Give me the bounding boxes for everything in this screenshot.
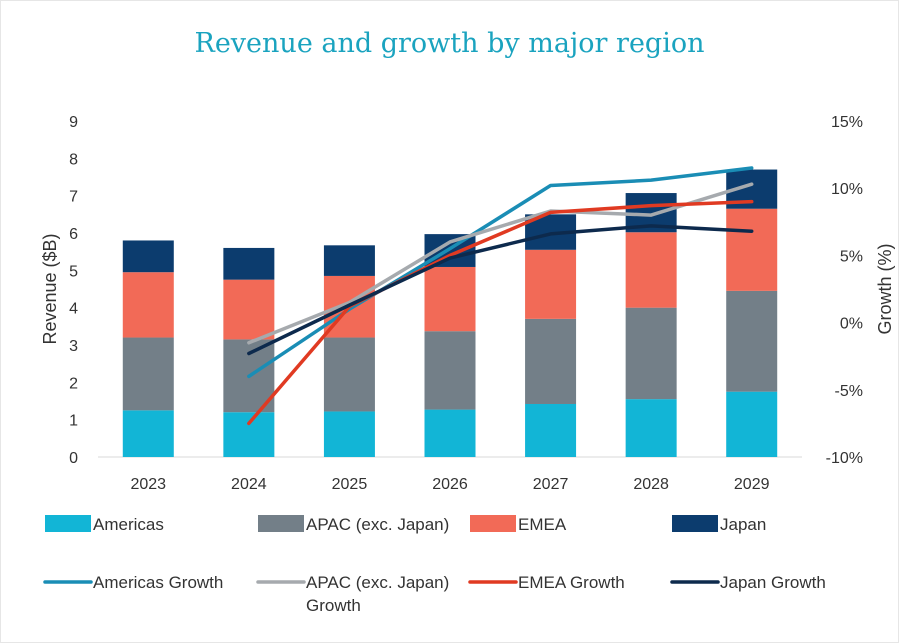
- y-tick-label: 8: [69, 151, 78, 168]
- bar-americas-2023: [122, 410, 174, 457]
- y-tick-label: 2: [69, 375, 78, 392]
- y-tick-label: 6: [69, 226, 78, 243]
- legend-label: EMEA: [518, 515, 567, 534]
- x-axis-ticks: 2023 2024 2025 2026 2027 2028 2029: [130, 476, 769, 493]
- y-tick-label: 4: [69, 301, 78, 318]
- bar-americas-2029: [726, 391, 778, 457]
- bar-group: [122, 169, 778, 457]
- bar-americas-2027: [525, 403, 577, 457]
- x-tick-label: 2024: [231, 476, 267, 493]
- y2-tick-label: 5%: [840, 248, 863, 265]
- y2-tick-label: 10%: [831, 181, 863, 198]
- line-americas-growth: [247, 166, 754, 379]
- right-axis-ticks: -10% -5% 0% 5% 10% 15%: [826, 114, 863, 467]
- legend-label: Americas: [93, 515, 164, 534]
- legend-label: EMEA Growth: [518, 573, 625, 592]
- line-emea-growth: [247, 199, 754, 426]
- y-tick-label: 5: [69, 263, 78, 280]
- y2-tick-label: 0%: [840, 316, 863, 333]
- y-tick-label: 0: [69, 450, 78, 467]
- x-tick-label: 2023: [130, 476, 166, 493]
- bar-emea-2028: [625, 232, 677, 308]
- y2-tick-label: 15%: [831, 114, 863, 131]
- bar-japan-2024: [223, 247, 275, 280]
- y2-tick-label: -10%: [826, 450, 863, 467]
- bar-apac-exc-japan-2026: [424, 331, 476, 410]
- y2-tick-label: -5%: [835, 383, 863, 400]
- y-tick-label: 3: [69, 338, 78, 355]
- bar-emea-2029: [726, 208, 778, 291]
- y-tick-label: 9: [69, 114, 78, 131]
- bar-apac-exc-japan-2029: [726, 290, 778, 392]
- bar-emea-2024: [223, 279, 275, 340]
- bar-japan-2025: [323, 245, 375, 276]
- legend-label: Americas Growth: [93, 573, 223, 592]
- y-tick-label: 7: [69, 189, 78, 206]
- x-tick-label: 2026: [432, 476, 468, 493]
- bar-apac-exc-japan-2025: [323, 337, 375, 412]
- x-tick-label: 2027: [533, 476, 569, 493]
- bar-americas-2028: [625, 399, 677, 457]
- line-japan-growth: [247, 224, 754, 356]
- left-axis-ticks: 0 1 2 3 4 5 6 7 8 9: [69, 114, 78, 467]
- chart-title: Revenue and growth by major region: [194, 28, 705, 59]
- x-tick-label: 2029: [734, 476, 770, 493]
- x-tick-label: 2025: [332, 476, 368, 493]
- bar-emea-2026: [424, 266, 476, 332]
- line-group: [247, 166, 754, 426]
- bar-japan-2023: [122, 240, 174, 273]
- bar-apac-exc-japan-2023: [122, 337, 174, 411]
- bar-americas-2026: [424, 409, 476, 457]
- bar-americas-2024: [223, 412, 275, 457]
- bar-emea-2027: [525, 249, 577, 319]
- legend-label: APAC (exc. Japan) Growth: [306, 573, 449, 615]
- legend-swatch: [672, 515, 718, 532]
- y-tick-label: 1: [69, 413, 78, 430]
- legend-swatch: [470, 515, 516, 532]
- x-tick-label: 2028: [633, 476, 669, 493]
- bar-americas-2025: [323, 411, 375, 457]
- bar-emea-2023: [122, 272, 174, 338]
- legend-label: Japan: [720, 515, 766, 534]
- y2-axis-title: Growth (%): [875, 243, 895, 334]
- legend-label: APAC (exc. Japan): [306, 515, 449, 534]
- line-apac-exc-japan-growth: [247, 182, 754, 345]
- legend-swatch: [258, 515, 304, 532]
- bar-apac-exc-japan-2027: [525, 318, 577, 404]
- legend-label: Japan Growth: [720, 573, 826, 592]
- legend-swatch: [45, 515, 91, 532]
- bar-apac-exc-japan-2028: [625, 307, 677, 400]
- y-axis-title: Revenue ($B): [40, 233, 60, 344]
- legend: Americas APAC (exc. Japan) EMEA Japan Americ…: [43, 515, 826, 615]
